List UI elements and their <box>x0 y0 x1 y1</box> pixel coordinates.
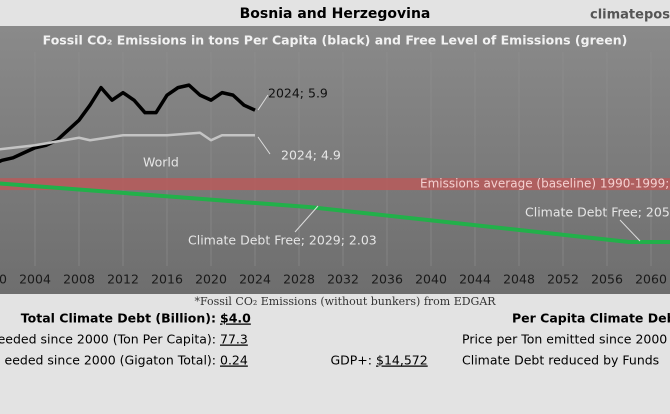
footnote: *Fossil CO₂ Emissions (without bunkers) … <box>194 295 496 308</box>
summary-label: Climate Debt reduced by Funds <box>462 353 659 368</box>
leader-line <box>294 205 319 233</box>
annotation: 2024; 5.9 <box>268 86 328 101</box>
x-tick-label: 2036 <box>371 272 403 287</box>
series-line <box>0 83 256 164</box>
x-tick-label: 2008 <box>63 272 95 287</box>
brand: climatepositi <box>590 8 670 23</box>
x-tick-label: 2016 <box>151 272 183 287</box>
x-tick-label: 2024 <box>239 272 271 287</box>
x-tick-label: 2044 <box>459 272 491 287</box>
summary-label: eeded since 2000 (Ton Per Capita): <box>0 332 216 347</box>
page-title: Bosnia and Herzegovina <box>240 6 431 22</box>
summary-value: 77.3 <box>220 332 248 347</box>
x-tick-label: 2028 <box>283 272 315 287</box>
plot-background <box>0 26 670 294</box>
leader-line <box>619 219 641 242</box>
x-tick-label: 2052 <box>547 272 579 287</box>
series-line <box>0 131 255 151</box>
summary-value: $14,572 <box>376 353 428 368</box>
x-tick-label: 2020 <box>195 272 227 287</box>
summary-label: Per Capita Climate Deb <box>512 311 670 326</box>
chart-title: Fossil CO₂ Emissions in tons Per Capita … <box>43 33 628 48</box>
x-tick-label: 2056 <box>591 272 623 287</box>
annotation: Climate Debt Free; 205 <box>525 205 670 220</box>
x-tick-label: 2040 <box>415 272 447 287</box>
x-tick-label: 2032 <box>327 272 359 287</box>
x-tick-label: 2000 <box>0 272 7 287</box>
annotation: Climate Debt Free; 2029; 2.03 <box>188 233 377 248</box>
summary-value: 0.24 <box>220 353 248 368</box>
x-tick-label: 2012 <box>107 272 139 287</box>
summary-label: Total Climate Debt (Billion): <box>21 311 216 326</box>
summary-label: Price per Ton emitted since 2000 <box>462 332 667 347</box>
legend-label: World <box>143 155 179 170</box>
summary-label: eeded since 2000 (Gigaton Total): <box>5 353 217 368</box>
leader-line <box>257 136 271 155</box>
summary-value: $4.0 <box>220 311 251 326</box>
series-line <box>0 181 670 244</box>
baseline-band <box>0 178 670 191</box>
annotation: 2024; 4.9 <box>281 148 341 163</box>
x-tick-label: 2048 <box>503 272 535 287</box>
x-tick-label: 2004 <box>19 272 51 287</box>
x-tick-label: 2060 <box>635 272 667 287</box>
leader-line <box>257 94 269 111</box>
summary-label: GDP+: <box>330 353 372 368</box>
baseline-label: Emissions average (baseline) 1990-1999; … <box>420 177 670 191</box>
